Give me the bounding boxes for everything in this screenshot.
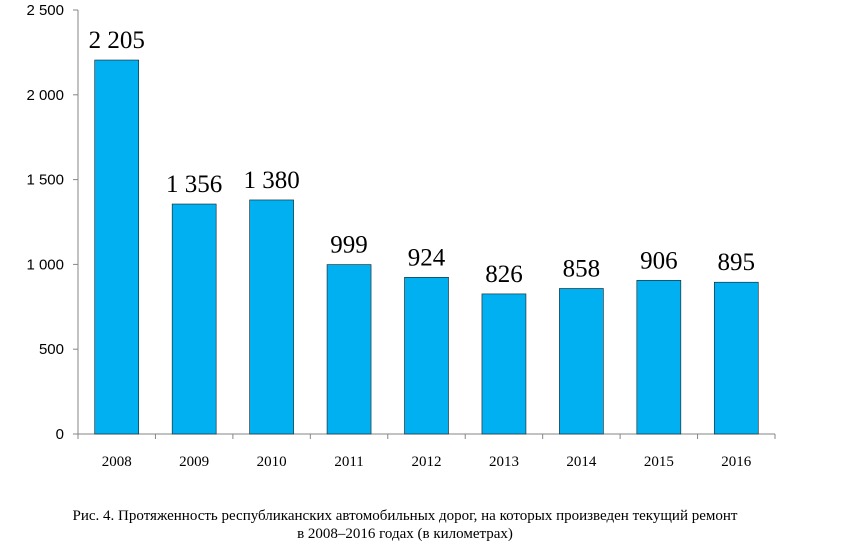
x-tick-label: 2012 xyxy=(412,454,442,470)
data-label-2014: 858 xyxy=(563,255,601,282)
x-tick-label: 2010 xyxy=(257,454,287,470)
data-labels: 2 205 1 356 1 380 999 924 826 858 906 895 xyxy=(89,27,755,288)
bar-2015 xyxy=(636,280,682,435)
x-tick-label: 2014 xyxy=(566,454,597,470)
bar-2016 xyxy=(713,281,759,435)
data-label-2016: 895 xyxy=(718,249,756,276)
x-tick-label: 2008 xyxy=(102,454,132,470)
y-tick-label: 0 xyxy=(56,426,64,443)
figure-caption-line-2: в 2008–2016 годах (в километрах) xyxy=(297,526,513,542)
bar-chart: 2 205 1 356 1 380 999 924 826 858 906 895 0 500 1 … xyxy=(26,2,776,470)
data-label-2013: 826 xyxy=(485,261,523,288)
bar-2009 xyxy=(171,203,217,435)
x-tick-label: 2013 xyxy=(489,454,519,470)
bar-2013 xyxy=(481,293,527,435)
data-label-2015: 906 xyxy=(640,247,678,274)
y-tick-label: 2 000 xyxy=(26,87,64,104)
data-label-2012: 924 xyxy=(408,244,446,271)
x-tick-label: 2009 xyxy=(179,454,209,470)
bars xyxy=(94,59,759,435)
x-tick-label: 2011 xyxy=(334,454,363,470)
y-tick-label: 500 xyxy=(39,341,64,358)
x-tick-label: 2015 xyxy=(644,454,674,470)
y-tick-label: 2 500 xyxy=(26,2,64,19)
bar-2011 xyxy=(326,264,372,435)
bar-2008 xyxy=(94,59,140,435)
x-tick-label: 2016 xyxy=(721,454,752,470)
bar-2010 xyxy=(249,199,294,435)
y-tick-label: 1 500 xyxy=(26,172,64,189)
tick-labels: 0 500 1 000 1 500 2 000 2 500 2008 2009 2010 2011… xyxy=(26,2,751,470)
data-label-2011: 999 xyxy=(330,232,368,259)
figure-caption-line-1: Рис. 4. Протяженность республиканских ав… xyxy=(72,508,738,524)
data-label-2008: 2 205 xyxy=(89,27,145,54)
data-label-2009: 1 356 xyxy=(166,171,222,198)
bar-2012 xyxy=(404,276,449,435)
bar-2014 xyxy=(559,288,604,435)
y-tick-label: 1 000 xyxy=(26,256,64,273)
data-label-2010: 1 380 xyxy=(243,167,299,194)
